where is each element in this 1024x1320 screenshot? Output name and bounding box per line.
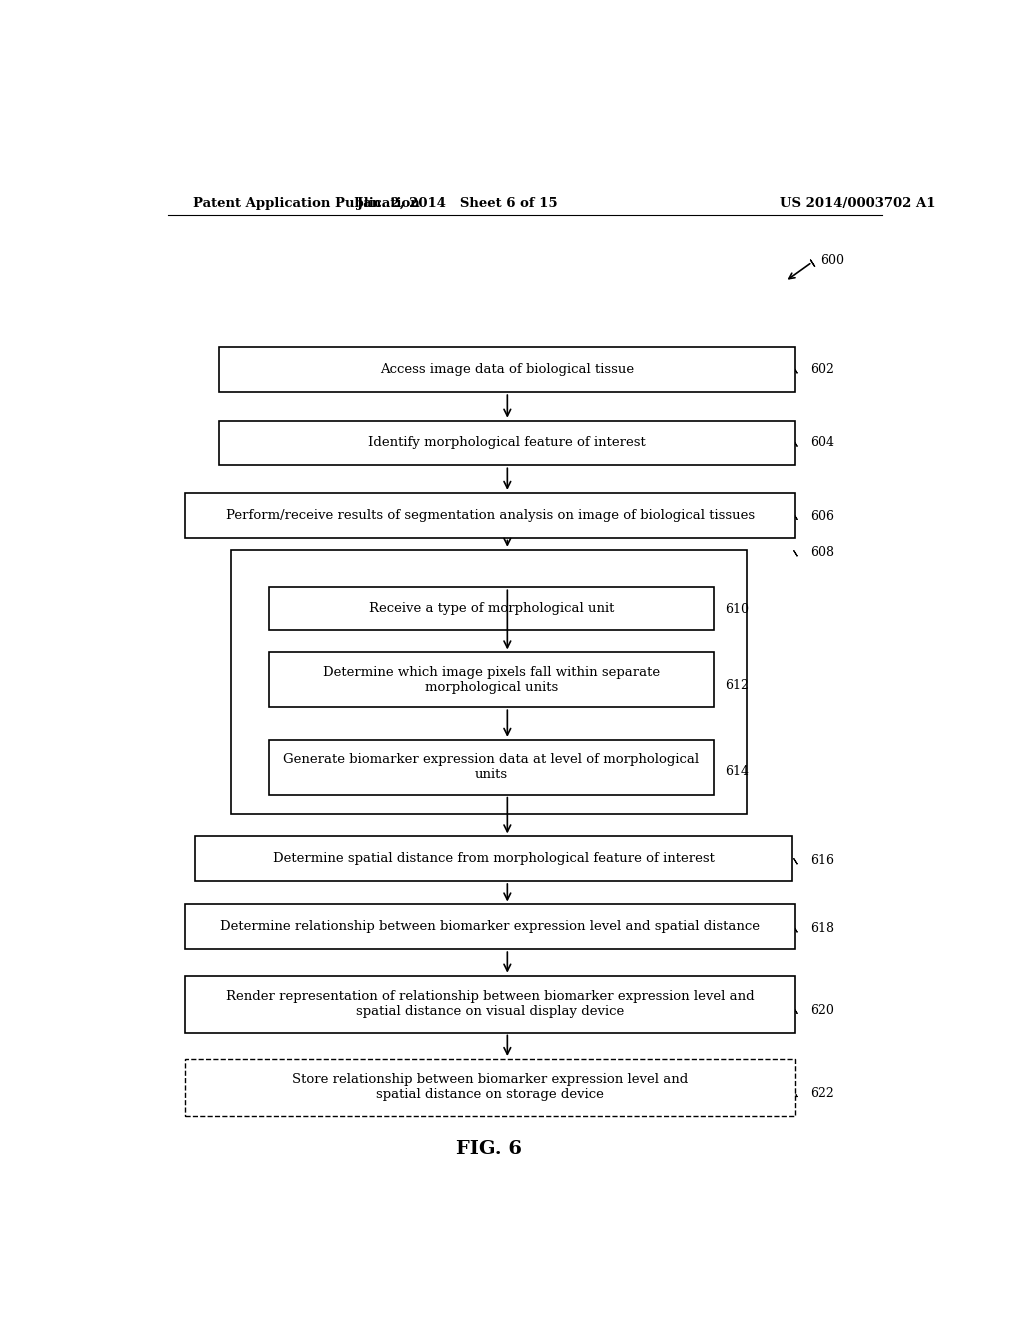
- Text: 612: 612: [726, 680, 750, 693]
- Text: Generate biomarker expression data at level of morphological
units: Generate biomarker expression data at le…: [284, 754, 699, 781]
- Text: 610: 610: [726, 603, 750, 616]
- FancyBboxPatch shape: [185, 975, 796, 1032]
- Text: 616: 616: [810, 854, 834, 867]
- FancyBboxPatch shape: [219, 347, 795, 392]
- Text: 606: 606: [810, 510, 834, 523]
- FancyBboxPatch shape: [185, 904, 796, 949]
- Text: Patent Application Publication: Patent Application Publication: [194, 197, 420, 210]
- Text: Render representation of relationship between biomarker expression level and
spa: Render representation of relationship be…: [226, 990, 755, 1018]
- Text: FIG. 6: FIG. 6: [456, 1140, 522, 1159]
- Text: Identify morphological feature of interest: Identify morphological feature of intere…: [368, 437, 646, 450]
- Text: 600: 600: [820, 253, 844, 267]
- Text: 602: 602: [810, 363, 834, 376]
- FancyBboxPatch shape: [231, 549, 748, 814]
- Text: 620: 620: [810, 1003, 834, 1016]
- Text: 614: 614: [726, 764, 750, 777]
- FancyBboxPatch shape: [185, 492, 796, 537]
- Text: Determine which image pixels fall within separate
morphological units: Determine which image pixels fall within…: [323, 665, 660, 694]
- FancyBboxPatch shape: [269, 587, 714, 630]
- FancyBboxPatch shape: [269, 739, 714, 795]
- Text: Determine relationship between biomarker expression level and spatial distance: Determine relationship between biomarker…: [220, 920, 760, 933]
- Text: Determine spatial distance from morphological feature of interest: Determine spatial distance from morpholo…: [273, 853, 715, 865]
- Text: 604: 604: [810, 437, 834, 450]
- FancyBboxPatch shape: [269, 652, 714, 708]
- Text: US 2014/0003702 A1: US 2014/0003702 A1: [780, 197, 936, 210]
- Text: Access image data of biological tissue: Access image data of biological tissue: [380, 363, 634, 376]
- Text: 622: 622: [810, 1086, 834, 1100]
- Text: Store relationship between biomarker expression level and
spatial distance on st: Store relationship between biomarker exp…: [292, 1073, 688, 1101]
- Text: 618: 618: [810, 923, 834, 936]
- Text: Jan. 2, 2014   Sheet 6 of 15: Jan. 2, 2014 Sheet 6 of 15: [357, 197, 558, 210]
- Text: Receive a type of morphological unit: Receive a type of morphological unit: [369, 602, 614, 615]
- FancyBboxPatch shape: [196, 837, 793, 880]
- FancyBboxPatch shape: [185, 1059, 796, 1115]
- Text: Perform/receive results of segmentation analysis on image of biological tissues: Perform/receive results of segmentation …: [225, 508, 755, 521]
- Text: 608: 608: [810, 546, 834, 560]
- FancyBboxPatch shape: [219, 421, 795, 466]
